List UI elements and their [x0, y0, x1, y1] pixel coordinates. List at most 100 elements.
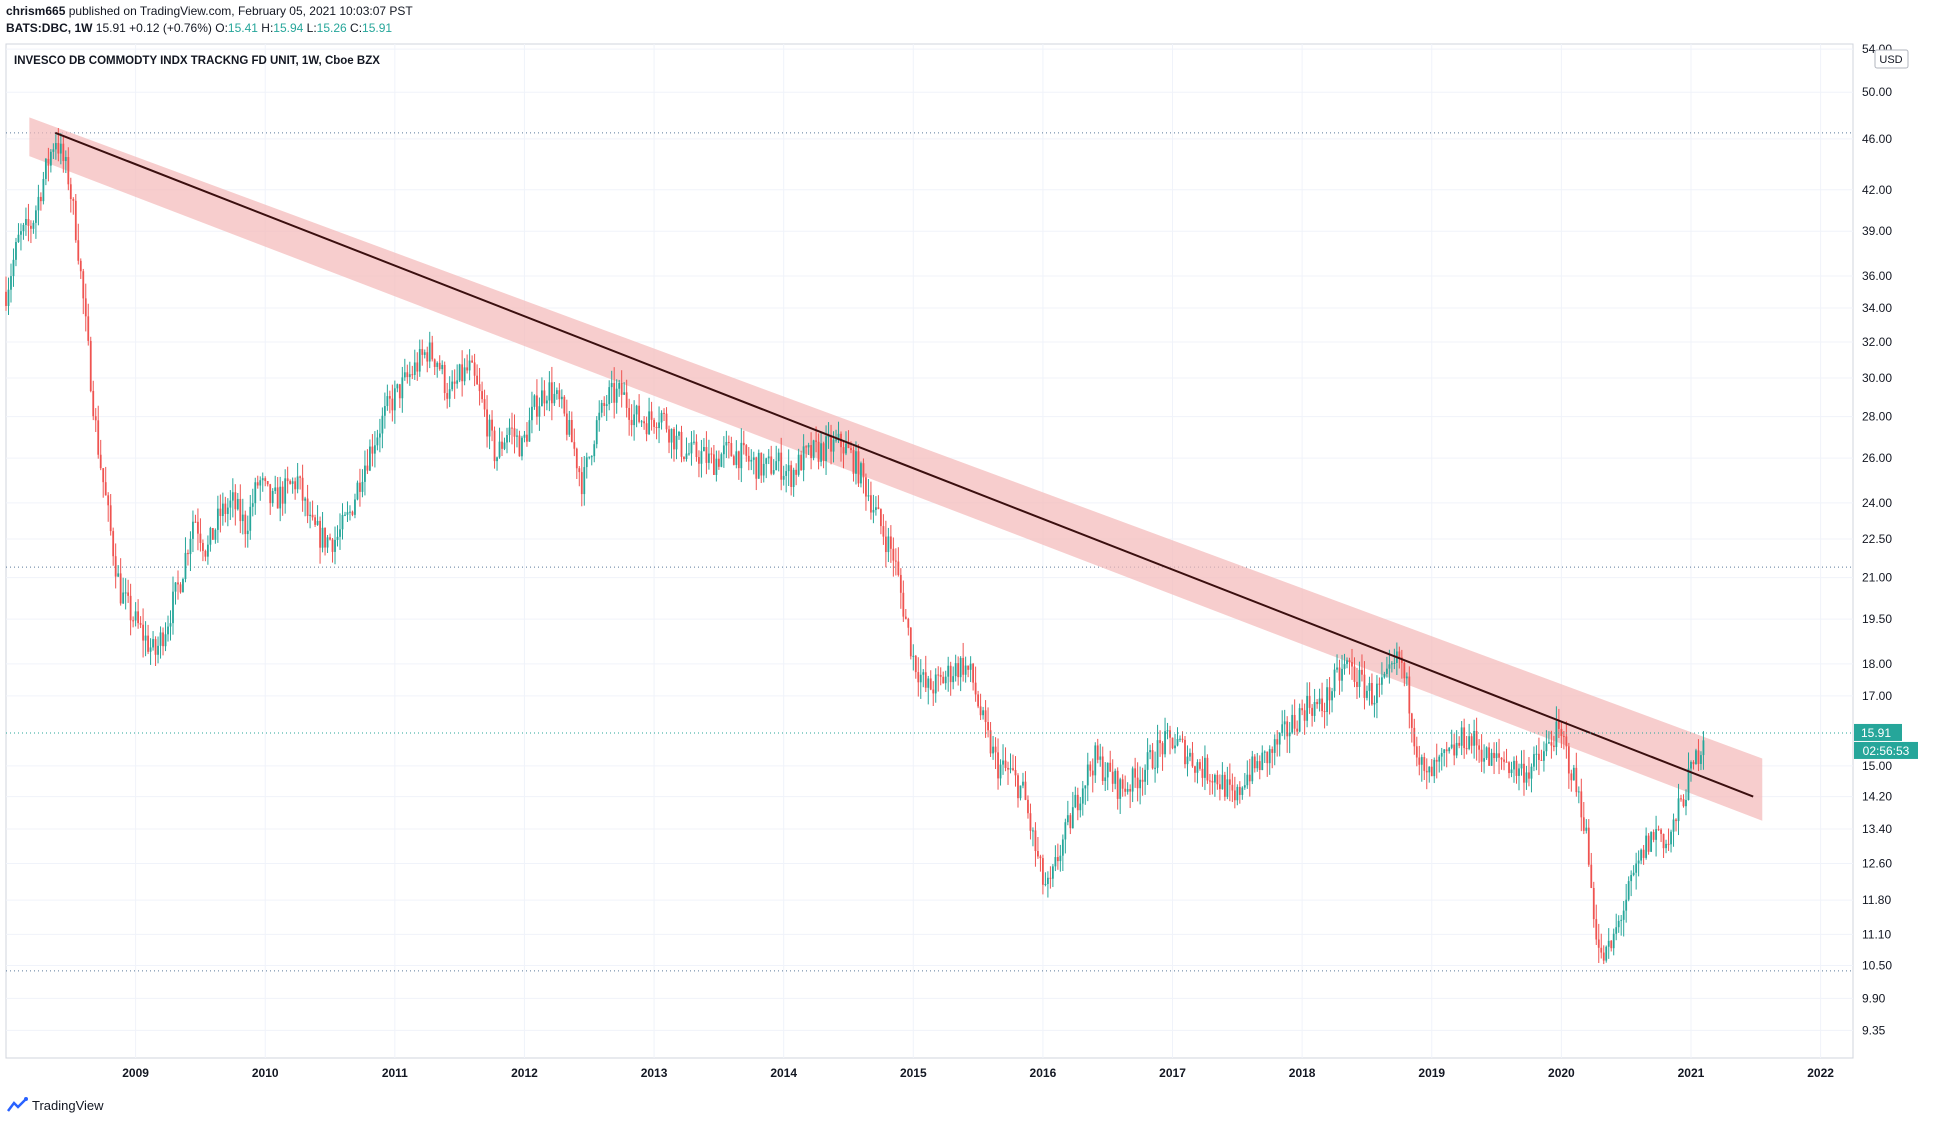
trendline[interactable]: [54, 131, 1754, 798]
candle-body: [867, 495, 870, 497]
candle-body: [1243, 785, 1246, 788]
candle-body: [331, 539, 334, 552]
candle-body: [560, 396, 563, 400]
candle-body: [117, 573, 120, 577]
price-axis[interactable]: 9.35 9.90 10.50 11.10 11.80 12.60 13.40 14.20 15…: [1862, 42, 1892, 1037]
price-tick-label: 50.00: [1862, 85, 1892, 99]
candle-body: [992, 746, 994, 754]
price-change: +0.12 (+0.76%): [129, 21, 212, 35]
candle-body: [1159, 740, 1161, 744]
year-tick-label: 2009: [122, 1066, 149, 1080]
tradingview-brand[interactable]: TradingView: [6, 1097, 104, 1113]
candle-body: [1248, 774, 1251, 782]
candle-body: [795, 469, 798, 475]
candle-body: [154, 639, 157, 655]
candle-body: [810, 445, 813, 459]
candle-body: [922, 672, 925, 675]
candle-body: [555, 390, 558, 394]
candle-body: [453, 381, 456, 384]
candle-body: [1256, 761, 1259, 769]
candle-body: [486, 409, 488, 437]
candle-body: [1672, 819, 1675, 832]
candle-body: [1316, 702, 1318, 705]
candle-body: [578, 468, 581, 473]
candle-body: [1690, 762, 1692, 769]
candle-body: [989, 730, 992, 754]
candle-body: [107, 495, 110, 506]
candle-body: [1223, 774, 1226, 797]
candle-body: [513, 428, 516, 437]
candle-body: [1114, 770, 1117, 784]
candle-body: [87, 316, 90, 341]
price-tick-label: 26.00: [1862, 451, 1892, 465]
candle-body: [1293, 714, 1296, 729]
candle-body: [904, 616, 907, 619]
candle-body: [1373, 702, 1376, 705]
candle-body: [680, 431, 683, 457]
countdown-text: 02:56:53: [1863, 744, 1910, 758]
candle-body: [498, 441, 501, 458]
candle-body: [57, 143, 60, 154]
candle-body: [620, 382, 623, 395]
candle-body: [1298, 708, 1301, 732]
candle-body: [458, 364, 461, 381]
candle-body: [717, 458, 720, 467]
candle-body: [306, 498, 309, 516]
candle-body: [1700, 755, 1702, 764]
candle-body: [1493, 752, 1495, 759]
currency-badge[interactable]: USD: [1874, 49, 1909, 69]
candle-body: [1590, 864, 1593, 888]
candle-body: [909, 627, 912, 657]
candle-body: [1231, 784, 1234, 791]
time-axis[interactable]: 2009 2010 2011 2012 2013 2014 2015 2016 2017 2018…: [122, 1066, 1834, 1080]
candle-body: [1022, 781, 1024, 786]
candle-body: [164, 634, 167, 647]
candle-body: [25, 219, 27, 225]
candle-body: [211, 528, 214, 540]
candle-body: [1403, 662, 1406, 679]
candle-body: [633, 414, 636, 426]
candle-body: [780, 452, 783, 480]
year-tick-label: 2021: [1678, 1066, 1705, 1080]
candle-body: [1577, 791, 1580, 793]
candle-body: [1667, 843, 1670, 845]
candle-body: [241, 514, 244, 522]
price-tick-label: 39.00: [1862, 224, 1892, 238]
candle-body: [832, 439, 835, 452]
candle-body: [638, 405, 641, 422]
candle-body: [478, 384, 481, 392]
candle-body: [1366, 690, 1368, 698]
published-text: published on TradingView.com, February 0…: [68, 4, 413, 18]
candle-body: [511, 427, 513, 429]
candle-body: [999, 764, 1002, 779]
candle-body: [807, 445, 810, 448]
candle-body: [1440, 753, 1443, 757]
candle-body: [1513, 760, 1515, 770]
candle-body: [862, 463, 865, 478]
candle-body: [284, 478, 287, 504]
candle-body: [1218, 784, 1221, 790]
candle-body: [1565, 736, 1568, 747]
candle-body: [1562, 735, 1565, 737]
candle-body: [892, 548, 895, 561]
candle-body: [845, 443, 847, 454]
candle-body: [144, 635, 147, 641]
candle-body: [1655, 829, 1657, 840]
candle-body: [1326, 687, 1328, 713]
author-name[interactable]: chrism665: [6, 4, 66, 18]
candle-body: [421, 349, 424, 355]
candle-body: [1567, 746, 1570, 774]
candle-body: [917, 672, 920, 683]
candle-body: [865, 477, 867, 497]
candle-body: [545, 400, 548, 404]
candle-body: [84, 298, 87, 317]
candle-body: [456, 380, 459, 384]
candle-body: [1632, 872, 1635, 875]
candle-body: [994, 746, 997, 753]
year-tick-label: 2011: [382, 1066, 408, 1080]
candle-body: [927, 678, 930, 688]
candle-body: [1430, 766, 1433, 777]
candle-body: [1523, 763, 1525, 783]
candle-body: [169, 623, 172, 627]
